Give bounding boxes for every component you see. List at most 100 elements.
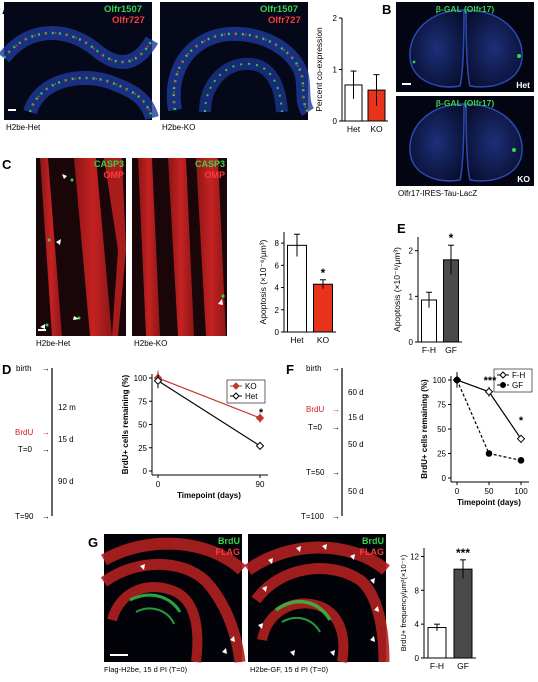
chartD-legend-marker <box>232 382 240 390</box>
chartF-y-tick-label: 0 <box>442 474 447 483</box>
chartD-legend-box <box>226 379 266 404</box>
stain-label-green-a: Olfr1507 <box>104 4 142 15</box>
chartD-legend-label: Het <box>245 392 258 401</box>
chartD-y-tick-label: 50 <box>138 421 147 430</box>
tag-b-ko: KO <box>517 174 530 184</box>
panel-d: D birth → 12 m BrdU → 15 d T=0 → 90 d T=… <box>2 362 268 521</box>
caption-a-ko: H2be-KO <box>162 123 195 132</box>
chartF-point-f-h <box>484 387 494 396</box>
chart-c: 0 2 4 6 8 Het KO * Apoptosis (×10⁻⁶/μm³) <box>258 232 336 345</box>
chartE-significance-star: * <box>449 231 454 245</box>
chartC-category-label: Het <box>290 335 304 345</box>
chartC-y-tick-label: 8 <box>275 239 280 248</box>
micrograph-c-het <box>36 158 126 336</box>
timeline-f-birth: birth <box>306 364 322 373</box>
chartF-x-tick-label: 50 <box>485 487 494 496</box>
chartE-y-axis-label: Apoptosis (×10⁻⁶/μm³) <box>392 247 402 332</box>
panel-e: E 0 1 2 F-H GF * Apoptosis (×10⁻⁶/μm³) <box>392 221 462 355</box>
chartG-category-label: GF <box>457 661 469 671</box>
chartC-y-tick-label: 0 <box>275 328 280 337</box>
chartF-x-tick-label: 100 <box>514 487 528 496</box>
stain-label-red-g: FLAG <box>216 547 241 557</box>
timeline-f-t100: T=100 <box>301 512 324 521</box>
stain-label-green-c2: CASP3 <box>195 159 225 169</box>
micrograph-g-gf <box>244 534 390 663</box>
chartC-y-axis-label: Apoptosis (×10⁻⁶/μm³) <box>258 239 268 324</box>
chartD-series-line-ko <box>157 377 261 419</box>
panel-letter-e: E <box>397 221 406 236</box>
chartA-category-label: Het <box>347 124 361 134</box>
timeline-f-arrow5: → <box>332 512 340 521</box>
chartF-y-tick-label: 75 <box>437 401 446 410</box>
chartC-y-tick-label: 2 <box>275 306 280 315</box>
timeline-f-50d-2: 50 d <box>348 487 364 496</box>
timeline-f-arrow2: → <box>332 405 340 414</box>
panel-c: C CASP3 OMP H2be-Het CASP3 <box>2 157 336 348</box>
chartD-point-ko <box>255 413 265 423</box>
timeline-d-15d: 15 d <box>58 435 74 444</box>
micrograph-c-ko <box>132 158 227 336</box>
chartC-category-label: KO <box>317 335 330 345</box>
micrograph-a-ko <box>160 2 315 120</box>
timeline-d-arrow4: → <box>42 512 50 521</box>
caption-g-gf: H2be-GF, 15 d PI (T=0) <box>250 665 329 674</box>
timeline-d-arrow2: → <box>42 428 50 437</box>
chartF-y-axis-label: BrdU+ cells remaining (%) <box>420 379 429 479</box>
chartD-significance-star: * <box>259 407 264 419</box>
chartF-point-gf <box>453 376 461 384</box>
timeline-d-12m: 12 m <box>58 403 76 412</box>
timeline-d-brdu: BrdU <box>15 428 33 437</box>
chartA-category-label: KO <box>370 124 383 134</box>
chartC-bar-het <box>287 244 307 333</box>
stain-label-b-ko: β-GAL (Olfr17) <box>436 98 495 108</box>
timeline-f: birth → 60 d BrdU → 15 d T=0 → 50 d T=50… <box>301 364 364 521</box>
chartE-y-tick-label: 0 <box>409 338 414 347</box>
stain-label-green-g2: BrdU <box>362 536 384 546</box>
chartC-y-tick-label: 4 <box>275 284 280 293</box>
chartE-category-label: F-H <box>422 345 436 355</box>
chartA-y-axis-label: Percent co-expression <box>314 27 324 112</box>
timeline-f-arrow4: → <box>332 468 340 477</box>
chartF-significance-star: *** <box>484 375 498 387</box>
timeline-f-50d-1: 50 d <box>348 440 364 449</box>
chartD-point-het <box>153 376 163 385</box>
chartA-y-tick-label: 2 <box>333 14 338 23</box>
panel-letter-d: D <box>2 362 11 377</box>
chartF-point-f-h <box>516 434 526 444</box>
chartE-category-label: GF <box>445 345 457 355</box>
chartF-x-tick-label: 0 <box>455 487 460 496</box>
panel-letter-f: F <box>286 362 294 377</box>
chartC-bar-ko <box>313 283 333 333</box>
timeline-f-15d: 15 d <box>348 413 364 422</box>
panel-letter-g: G <box>88 535 98 550</box>
stain-label-red-c2: OMP <box>204 170 225 180</box>
stain-label-red-c: OMP <box>103 170 124 180</box>
chartC-y-tick-label: 6 <box>275 261 280 270</box>
chartA-y-tick-label: 0 <box>333 117 338 126</box>
chartD-x-tick-label: 0 <box>156 480 161 489</box>
stain-label-red-a: Olfr727 <box>112 15 145 26</box>
panel-letter-b: B <box>382 2 391 17</box>
chartD-y-tick-label: 25 <box>138 444 147 453</box>
stain-label-green-a2: Olfr1507 <box>260 4 298 15</box>
chartD-series-line-het <box>157 380 261 447</box>
timeline-f-t50: T=50 <box>306 468 325 477</box>
chartG-significance-star: *** <box>456 546 470 560</box>
micrograph-b-het <box>396 2 534 92</box>
micrograph-b-ko <box>396 96 534 186</box>
caption-b: Olfr17-IRES-Tau-LacZ <box>398 189 477 198</box>
chartA-y-tick-label: 1 <box>333 66 338 75</box>
chartF-legend-label: GF <box>512 381 523 390</box>
timeline-d: birth → 12 m BrdU → 15 d T=0 → 90 d T=90… <box>15 364 76 521</box>
chartF-significance-star: * <box>519 415 524 427</box>
chartF-legend-marker <box>500 382 506 388</box>
timeline-d-birth: birth <box>16 364 32 373</box>
chartG-y-tick-label: 8 <box>415 586 420 595</box>
chartE-y-tick-label: 2 <box>409 247 414 256</box>
timeline-f-arrow3: → <box>332 423 340 432</box>
caption-g-flag: Flag-H2be, 15 d PI (T=0) <box>104 665 188 674</box>
caption-a-het: H2be-Het <box>6 123 41 132</box>
chart-e: 0 1 2 F-H GF * Apoptosis (×10⁻⁶/μm³) <box>392 231 462 355</box>
caption-c-ko: H2be-KO <box>134 339 167 348</box>
micrograph-g-flag <box>100 534 247 663</box>
